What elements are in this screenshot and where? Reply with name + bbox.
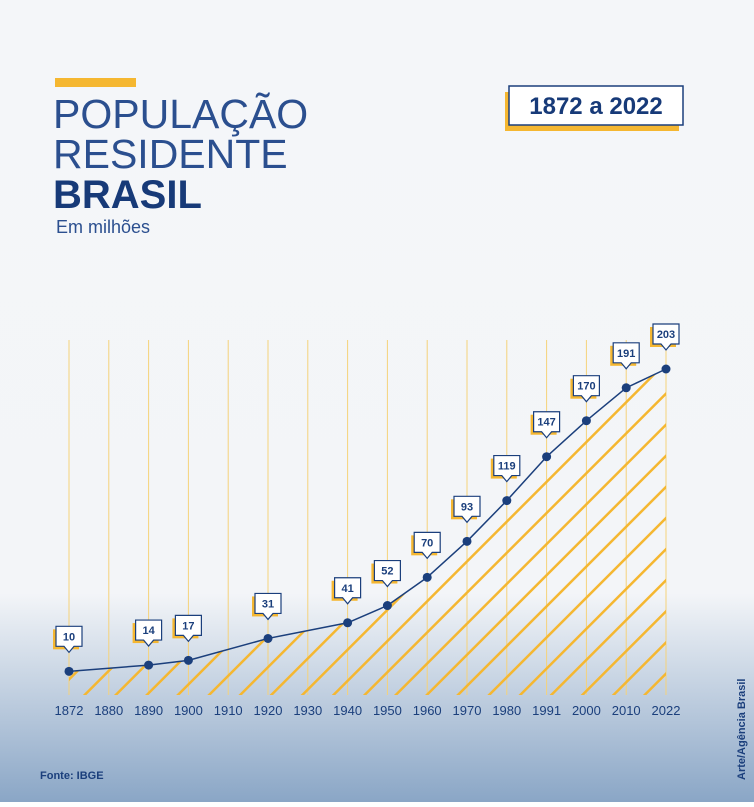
chart-title: RESIDENTE xyxy=(53,131,288,177)
point xyxy=(661,364,671,374)
data-label: 52 xyxy=(381,566,393,578)
label-box xyxy=(254,592,282,621)
data-label: 147 xyxy=(537,417,555,429)
x-tick-label: 1872 xyxy=(55,703,84,718)
label-box xyxy=(572,375,600,403)
point xyxy=(502,496,512,506)
x-tick-label: 2010 xyxy=(612,703,641,718)
credit: Arte/Agência Brasil xyxy=(736,679,748,780)
data-label: 31 xyxy=(262,598,274,610)
x-tick-label: 1930 xyxy=(293,703,322,718)
label-box xyxy=(533,411,561,439)
x-tick-label: 1940 xyxy=(333,703,362,718)
label-box xyxy=(373,559,401,588)
x-tick-label: 1920 xyxy=(254,703,283,718)
label-box xyxy=(612,342,640,370)
point xyxy=(621,383,631,393)
point xyxy=(462,536,472,546)
period-box xyxy=(508,85,684,126)
data-label: 14 xyxy=(142,625,155,637)
point xyxy=(422,572,432,582)
x-tick-label: 1991 xyxy=(532,703,561,718)
title-accent xyxy=(55,78,136,87)
label-box xyxy=(453,495,481,524)
line-segment xyxy=(585,387,627,422)
label-box xyxy=(652,323,680,351)
point xyxy=(343,618,353,628)
source: Fonte: IBGE xyxy=(40,770,104,782)
line-segment xyxy=(466,500,508,542)
chart-title: BRASIL xyxy=(53,173,202,217)
line-segment xyxy=(546,420,587,458)
x-tick-label: 1910 xyxy=(214,703,243,718)
line-segment xyxy=(68,664,149,673)
line-segment xyxy=(148,659,189,666)
point xyxy=(144,660,154,670)
line-segment xyxy=(267,622,348,640)
chart-title: POPULAÇÃO xyxy=(53,91,308,137)
line-segment xyxy=(347,604,388,624)
x-tick-label: 2022 xyxy=(652,703,681,718)
x-tick-label: 1980 xyxy=(492,703,521,718)
plot: 1872 1880 1890 1900 1910 1920 1930 1940 1950 1960… xyxy=(53,323,681,718)
period: 1872 a 2022 xyxy=(529,93,662,120)
data-label: 170 xyxy=(577,381,595,393)
x-tick-label: 1970 xyxy=(453,703,482,718)
label-box xyxy=(334,577,362,605)
x-tick-label: 1950 xyxy=(373,703,402,718)
chart-subtitle: Em milhões xyxy=(56,217,150,237)
x-tick-label: 1890 xyxy=(134,703,163,718)
label-box xyxy=(55,625,83,654)
data-label: 191 xyxy=(617,348,635,360)
data-label: 93 xyxy=(461,501,473,513)
point xyxy=(542,452,552,462)
data-label: 203 xyxy=(657,329,675,341)
point xyxy=(382,601,392,611)
x-tick-label: 1880 xyxy=(94,703,123,718)
x-tick-label: 2000 xyxy=(572,703,601,718)
data-label: 41 xyxy=(341,583,353,595)
x-tick-label: 1960 xyxy=(413,703,442,718)
line-segment xyxy=(625,368,667,389)
label-box xyxy=(174,614,202,643)
line-segment xyxy=(188,637,269,662)
area xyxy=(69,369,666,695)
line-segment xyxy=(386,576,428,607)
data-label: 10 xyxy=(63,631,75,643)
label-box xyxy=(413,531,441,560)
data-label: 119 xyxy=(498,461,516,473)
data-label: 17 xyxy=(182,620,194,632)
label-box xyxy=(135,619,163,648)
point xyxy=(64,666,74,676)
label-box xyxy=(493,454,521,483)
point xyxy=(183,655,193,665)
data-label: 70 xyxy=(421,537,433,549)
x-tick-label: 1900 xyxy=(174,703,203,718)
line-segment xyxy=(506,456,548,502)
point xyxy=(581,416,591,426)
line-segment xyxy=(426,540,468,578)
point xyxy=(263,633,273,643)
